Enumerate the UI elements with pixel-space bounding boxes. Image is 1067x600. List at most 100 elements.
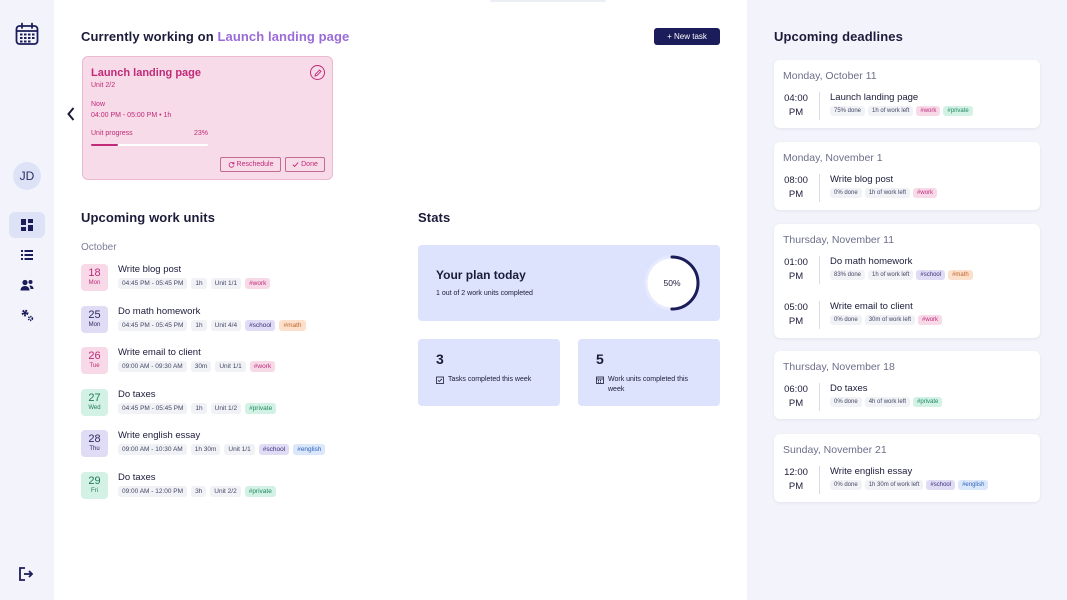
deadline-date: Monday, November 1 — [783, 152, 883, 164]
deadline-title: Write english essay — [830, 466, 913, 477]
deadline-work-left: 1h of work left — [868, 270, 914, 280]
current-task-link[interactable]: Launch landing page — [217, 29, 350, 44]
work-unit-title: Do math homework — [118, 305, 201, 317]
date-badge: 25 Mon — [81, 305, 108, 333]
deadline-hour: 04:00 — [784, 93, 808, 104]
tag-work[interactable]: #work — [916, 106, 941, 116]
work-unit-title: Write blog post — [118, 264, 182, 275]
work-unit-duration: 1h — [191, 402, 207, 414]
work-unit-unit: Unit 1/1 — [224, 444, 255, 455]
work-unit-unit: Unit 2/2 — [210, 485, 241, 497]
plan-donut: 50% — [644, 255, 700, 311]
work-unit-duration: 3h — [191, 485, 207, 497]
plan-today-card: Your plan today 1 out of 2 work units co… — [418, 245, 720, 321]
work-unit-row[interactable]: 27 Wed Do taxes 04:45 PM - 05:45 PM 1h Unit 1… — [81, 388, 381, 417]
date-badge: 28 Thu — [81, 430, 108, 457]
progress-bar — [91, 144, 208, 146]
tag-private[interactable]: #private — [943, 106, 973, 116]
list-icon — [21, 250, 33, 260]
tag-work[interactable]: #work — [918, 315, 943, 325]
tag-private[interactable]: #private — [244, 485, 276, 497]
work-unit-time: 09:00 AM - 10:30 AM — [118, 444, 187, 455]
main-content: Currently working on Launch landing page… — [54, 0, 747, 600]
calendar-small-icon — [596, 376, 604, 384]
top-handle — [490, 0, 606, 2]
date-day: 27 — [88, 391, 101, 404]
tag-math[interactable]: #math — [279, 319, 306, 331]
nav-settings[interactable] — [9, 302, 45, 328]
units-completed-label: Work units completed this week — [608, 376, 689, 393]
new-task-button[interactable]: + New task — [654, 28, 720, 45]
tag-english[interactable]: #english — [293, 444, 326, 455]
units-completed-count: 5 — [596, 351, 604, 367]
work-unit-meta: 09:00 AM - 10:30 AM 1h 30m Unit 1/1 #school… — [118, 444, 326, 455]
nav-dashboard[interactable] — [9, 212, 45, 238]
work-unit-row[interactable]: 25 Mon Do math homework 04:45 PM - 05:45 PM… — [81, 305, 381, 334]
nav-team[interactable] — [9, 272, 45, 298]
units-completed-label-row: Work units completed this week — [596, 375, 706, 395]
upcoming-heading: Upcoming work units — [81, 210, 216, 225]
work-unit-row[interactable]: 26 Tue Write email to client 09:00 AM - 09:… — [81, 347, 381, 375]
reschedule-button[interactable]: Reschedule — [220, 157, 281, 172]
avatar[interactable]: JD — [13, 162, 41, 190]
logout-icon[interactable] — [18, 566, 34, 582]
deadline-item[interactable]: 01:00 PM Do math homework 83% done 1h of wor… — [774, 256, 1040, 286]
tag-english[interactable]: #english — [958, 480, 989, 490]
date-badge: 27 Wed — [81, 388, 108, 416]
done-button[interactable]: Done — [285, 157, 325, 172]
work-unit-row[interactable]: 29 Fri Do taxes 09:00 AM - 12:00 PM 3h Unit 2… — [81, 471, 381, 500]
tag-school[interactable]: #school — [916, 270, 946, 280]
work-unit-unit: Unit 1/1 — [215, 361, 246, 372]
checkbox-icon — [436, 376, 444, 384]
deadline-date: Sunday, November 21 — [783, 444, 887, 456]
deadline-time: 01:00 PM — [780, 256, 812, 284]
date-day: 18 — [88, 267, 101, 279]
deadline-divider — [819, 301, 820, 329]
calendar-icon[interactable] — [15, 22, 39, 46]
deadline-divider — [819, 383, 820, 411]
deadline-time: 06:00 PM — [780, 383, 812, 411]
deadline-item[interactable]: 05:00 PM Write email to client 0% done 30m o… — [774, 301, 1040, 331]
current-task-unit: Unit 2/2 — [91, 82, 116, 89]
work-unit-row[interactable]: 28 Thu Write english essay 09:00 AM - 10:30… — [81, 430, 381, 458]
deadline-card: Sunday, November 21 12:00 PM Write english … — [774, 434, 1040, 502]
date-day: 28 — [88, 433, 101, 445]
current-task-time: 04:00 PM - 05:00 PM • 1h — [91, 112, 172, 119]
users-icon — [20, 279, 34, 291]
work-unit-row[interactable]: 18 Mon Write blog post 04:45 PM - 05:45 PM 1… — [81, 264, 381, 292]
nav-list[interactable] — [9, 242, 45, 268]
chevron-left-icon[interactable] — [66, 106, 76, 122]
deadline-hour: 01:00 — [784, 257, 808, 268]
deadline-item[interactable]: 06:00 PM Do taxes 0% done 4h of work left #pr… — [774, 383, 1040, 413]
current-heading-prefix: Currently working on — [81, 29, 214, 44]
tag-private[interactable]: #private — [245, 402, 277, 414]
deadline-hour: 12:00 — [784, 467, 808, 478]
tag-work[interactable]: #work — [245, 278, 271, 289]
deadline-item[interactable]: 04:00 PM Launch landing page 75% done 1h of … — [774, 92, 1040, 122]
deadline-item[interactable]: 08:00 PM Write blog post 0% done 1h of work … — [774, 174, 1040, 204]
tag-school[interactable]: #school — [258, 444, 290, 455]
work-unit-title: Write email to client — [118, 347, 201, 358]
reschedule-label: Reschedule — [236, 161, 274, 168]
deadlines-heading: Upcoming deadlines — [774, 29, 903, 44]
date-weekday: Tue — [89, 363, 100, 369]
progress-label: Unit progress — [91, 130, 133, 137]
tag-math[interactable]: #math — [948, 270, 973, 280]
deadline-progress: 0% done — [830, 397, 862, 407]
plan-title: Your plan today — [436, 268, 526, 282]
deadline-date: Monday, October 11 — [783, 70, 877, 82]
done-label: Done — [301, 161, 318, 168]
month-label: October — [81, 242, 117, 253]
tag-work[interactable]: #work — [913, 188, 938, 198]
deadline-ampm: PM — [788, 189, 804, 200]
edit-button[interactable] — [310, 65, 325, 80]
deadline-ampm: PM — [788, 107, 804, 118]
tag-work[interactable]: #work — [249, 361, 276, 372]
date-day: 26 — [88, 350, 101, 362]
date-weekday: Mon — [88, 321, 101, 328]
deadline-item[interactable]: 12:00 PM Write english essay 0% done 1h 30m … — [774, 466, 1040, 496]
tag-school[interactable]: #school — [926, 480, 956, 490]
deadline-hour: 06:00 — [784, 384, 808, 395]
tag-school[interactable]: #school — [245, 319, 276, 331]
tag-private[interactable]: #private — [913, 397, 943, 407]
